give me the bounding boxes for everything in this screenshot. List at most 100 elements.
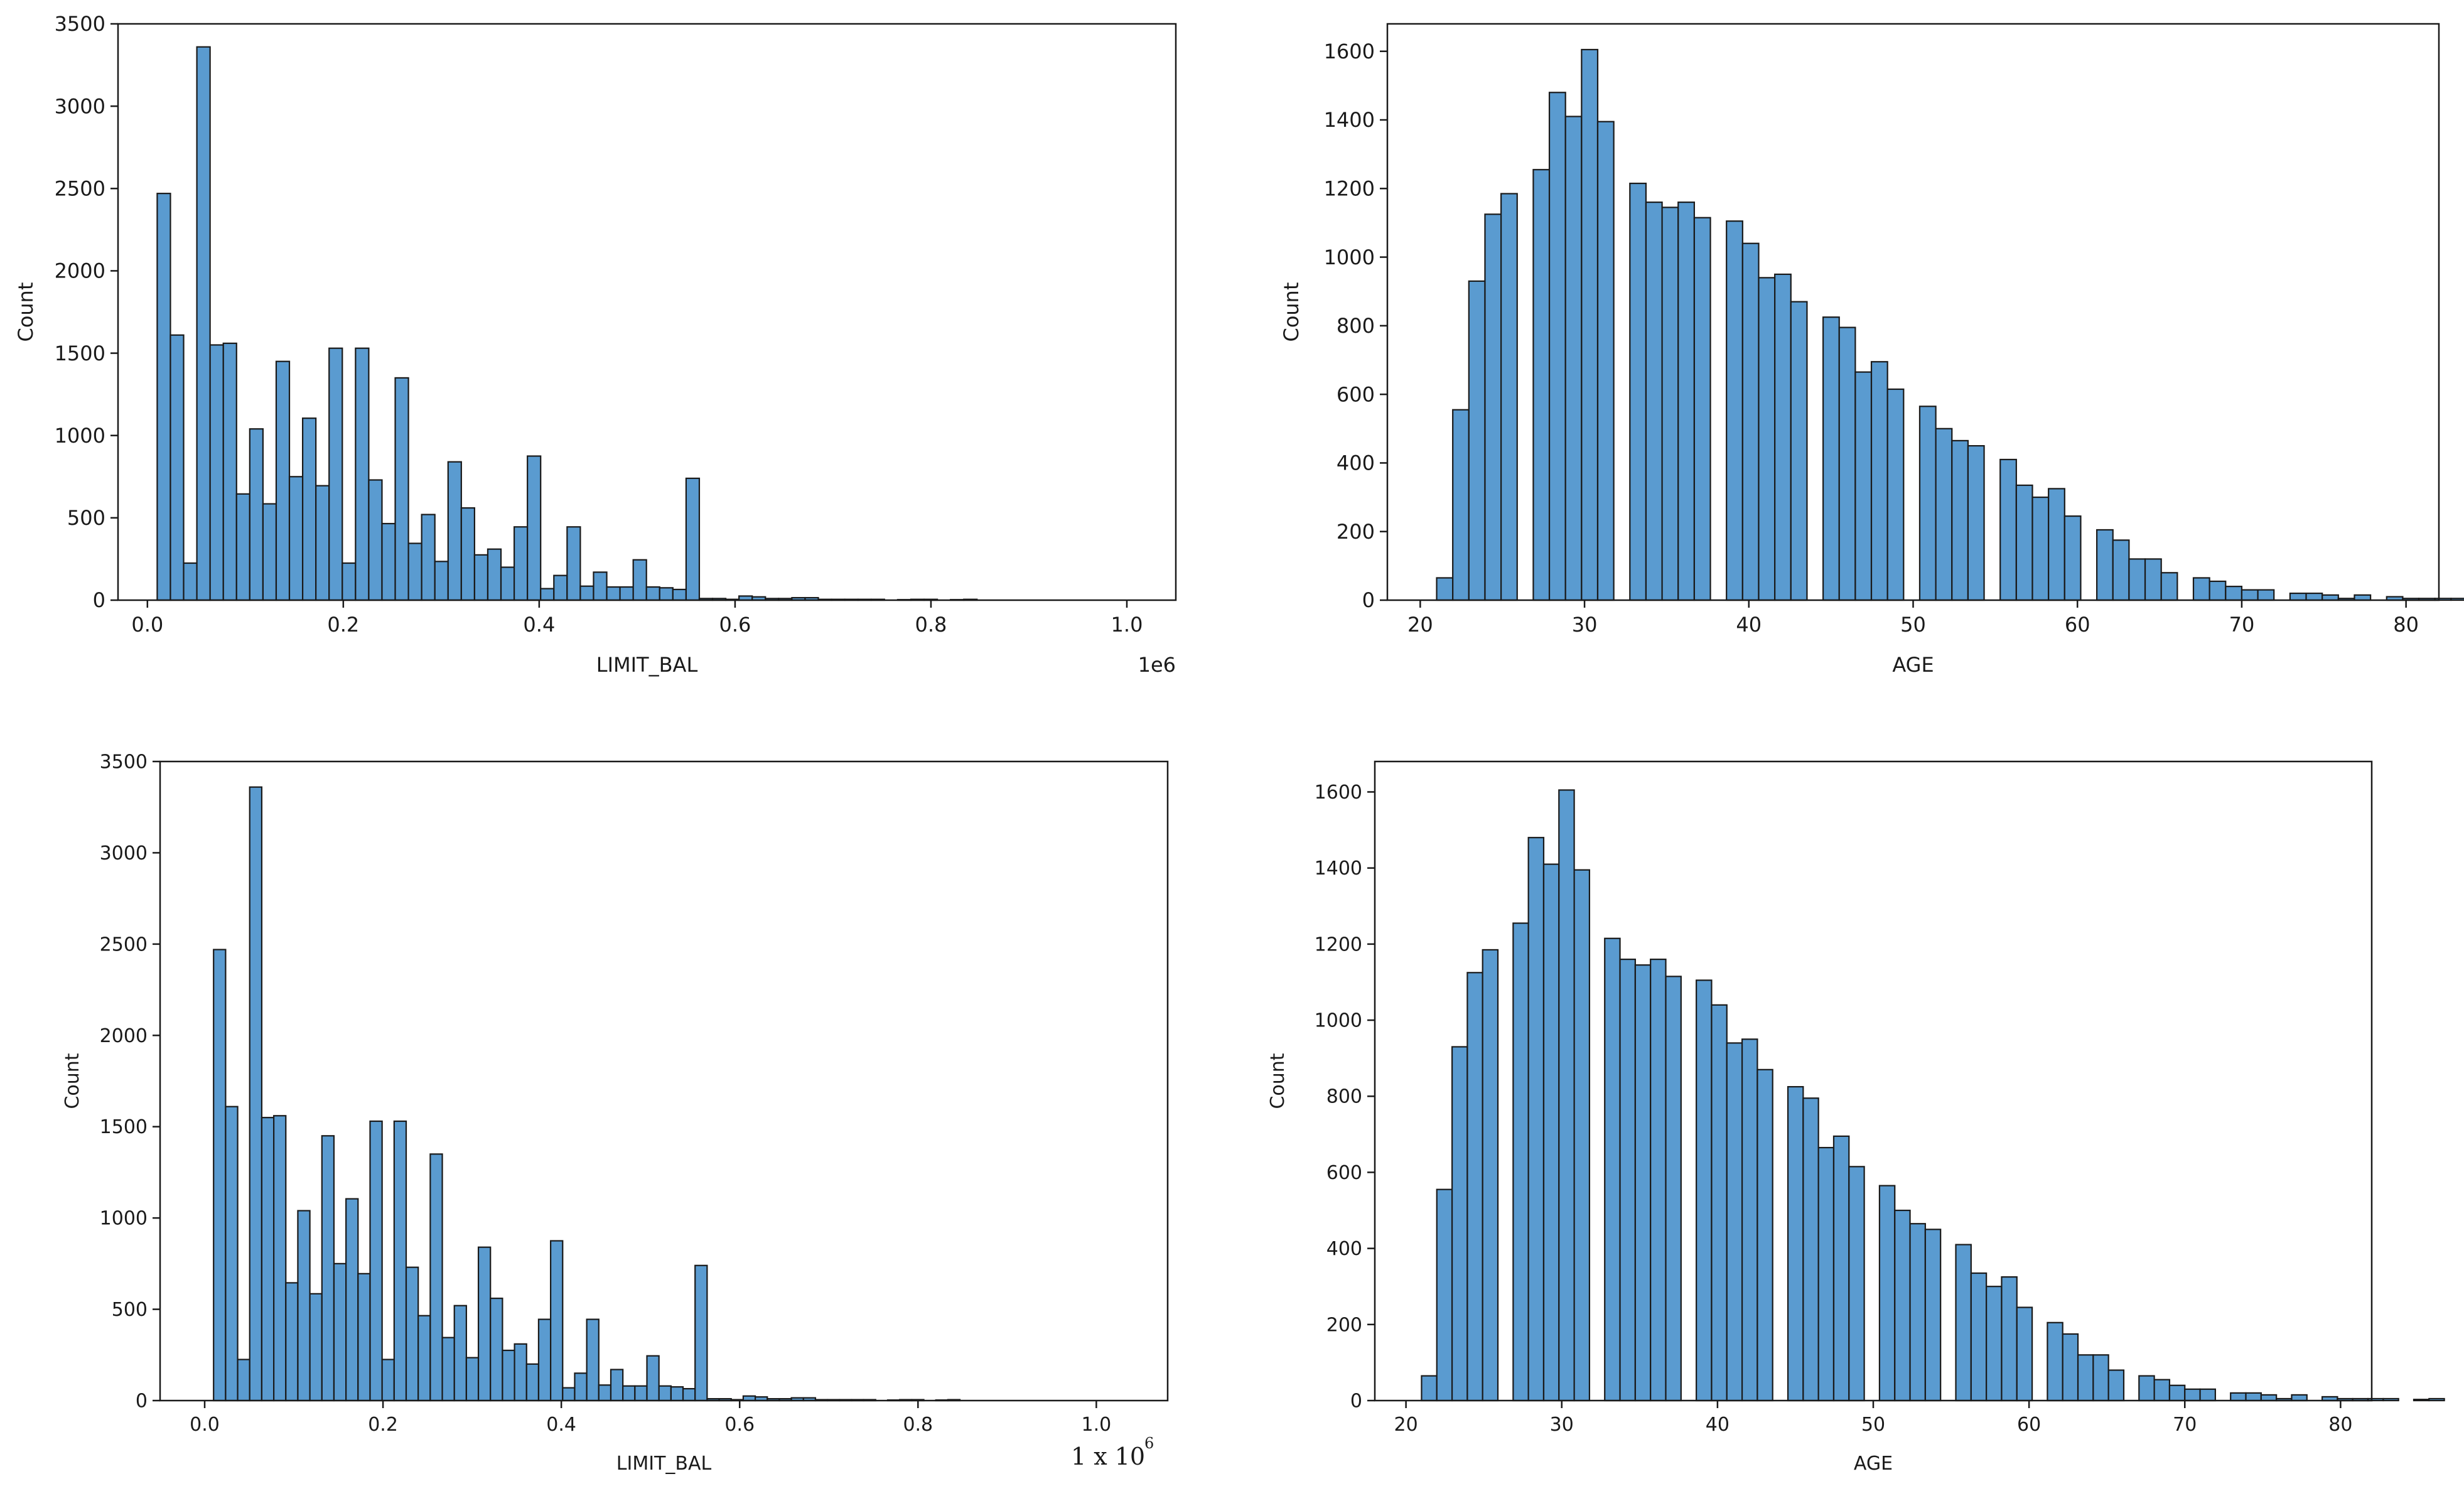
histogram-bar: [606, 586, 621, 601]
histogram-bar: [1878, 1185, 1896, 1402]
histogram-bar: [2016, 1306, 2033, 1402]
y-tick-label: 600: [1337, 382, 1375, 406]
histogram-bar: [333, 1262, 347, 1402]
x-tick-label: 60: [2017, 1414, 2041, 1436]
histogram-bar: [513, 526, 529, 601]
x-offset-text: 1 x 10: [1071, 1443, 1145, 1470]
histogram-bar: [634, 1385, 648, 1402]
histogram-bar: [619, 586, 634, 601]
histogram-bar: [2428, 1397, 2445, 1402]
histogram-bar: [309, 1293, 323, 1402]
y-tick-label: 3000: [100, 842, 148, 864]
histogram-bar: [672, 588, 687, 601]
histogram-bar: [1790, 301, 1808, 601]
histogram-bar: [2413, 1399, 2430, 1402]
histogram-bar: [632, 559, 647, 601]
y-tick-label: 0: [93, 588, 105, 612]
histogram-bar: [658, 1385, 672, 1402]
histogram-bar: [540, 588, 555, 601]
histogram-bar: [586, 1318, 600, 1402]
y-tick-label: 3500: [55, 12, 105, 36]
plot-frame: [159, 760, 1169, 1402]
subplot-top-right: 20 30 40 50 60 70 8002004006008001000120014001…: [1279, 23, 2464, 677]
histogram-bar: [2291, 1394, 2308, 1402]
x-tick-label: 1.0: [1111, 613, 1143, 637]
histogram-bar: [2128, 558, 2146, 601]
histogram-bar: [357, 1273, 371, 1402]
histogram-bar: [2077, 1354, 2094, 1402]
histogram-bar: [1817, 1146, 1835, 1402]
histogram-bar: [249, 428, 264, 601]
histogram-bar: [1838, 326, 1856, 601]
histogram-bar: [1757, 1068, 1773, 1402]
histogram-bar: [273, 1115, 287, 1402]
x-axis-label: AGE: [1854, 1453, 1893, 1475]
histogram-bar: [2031, 496, 2050, 601]
x-tick-label: 70: [2229, 613, 2255, 637]
histogram-bar: [1634, 964, 1652, 1402]
histogram-bar: [2199, 1388, 2216, 1402]
histogram-bar: [1436, 1188, 1453, 1402]
histogram-bar: [249, 786, 263, 1402]
histogram-bar: [2382, 1397, 2399, 1402]
histogram-bar: [2096, 529, 2114, 601]
histogram-bar: [1693, 217, 1711, 601]
histogram-bar: [1436, 577, 1454, 601]
histogram-bar: [1894, 1209, 1911, 1402]
histogram-bar: [553, 574, 568, 601]
x-tick-label: 0.6: [719, 613, 751, 637]
y-tick-label: 800: [1337, 314, 1375, 338]
y-tick-label: 500: [112, 1299, 148, 1321]
y-tick-label: 800: [1326, 1086, 1362, 1108]
histogram-bar: [421, 514, 436, 601]
histogram-bar: [2225, 586, 2243, 601]
histogram-bar: [315, 485, 330, 601]
x-tick-label: 20: [1407, 613, 1433, 637]
y-axis-label: Count: [14, 282, 38, 342]
histogram-bar: [297, 1210, 311, 1402]
histogram-bar: [1711, 1004, 1728, 1402]
histogram-bar: [1604, 937, 1621, 1402]
histogram-bar: [598, 1384, 612, 1402]
x-tick-label: 70: [2173, 1414, 2197, 1436]
histogram-bar: [196, 46, 211, 601]
histogram-bar: [477, 1246, 492, 1402]
histogram-bar: [1741, 242, 1760, 601]
histogram-bar: [1619, 958, 1636, 1402]
x-tick-label: 80: [2328, 1414, 2352, 1436]
histogram-bar: [2015, 484, 2033, 601]
histogram-bar: [434, 561, 449, 601]
histogram-bar: [2112, 539, 2130, 601]
histogram-bar: [2047, 1321, 2063, 1402]
x-tick-label: 40: [1706, 1414, 1730, 1436]
bar-series: [156, 46, 978, 601]
histogram-bar: [345, 1198, 359, 1402]
histogram-bar: [405, 1266, 419, 1402]
bar-series: [1436, 48, 2464, 601]
x-tick-label: 40: [1736, 613, 1762, 637]
x-axis-label: AGE: [1892, 653, 1934, 677]
x-tick-label: 60: [2065, 613, 2090, 637]
histogram-bar: [1421, 1375, 1438, 1402]
y-tick-label: 1000: [1324, 245, 1375, 269]
histogram-bar: [2241, 589, 2259, 601]
histogram-bar: [685, 477, 701, 601]
y-tick-label: 500: [67, 506, 105, 530]
histogram-bar: [566, 526, 581, 601]
histogram-bar: [1650, 958, 1667, 1402]
y-tick-label: 0: [1362, 588, 1375, 612]
histogram-bar: [1774, 273, 1792, 601]
histogram-bar: [1870, 361, 1888, 601]
histogram-bar: [645, 586, 660, 601]
subplot-bottom-right: 20 30 40 50 60 70 8002004006008001000120014001…: [1267, 760, 2445, 1475]
y-tick-label: 3500: [100, 751, 148, 773]
x-axis-label: LIMIT_BAL: [596, 653, 698, 677]
histogram-bar: [1886, 388, 1905, 601]
histogram-bar: [1848, 1166, 1865, 1402]
histogram-bar: [1500, 193, 1518, 601]
y-tick-label: 600: [1326, 1162, 1362, 1184]
y-tick-label: 1400: [1324, 108, 1375, 132]
histogram-bar: [285, 1282, 299, 1402]
y-tick-label: 1600: [1324, 40, 1375, 63]
y-tick-label: 3000: [55, 94, 105, 118]
